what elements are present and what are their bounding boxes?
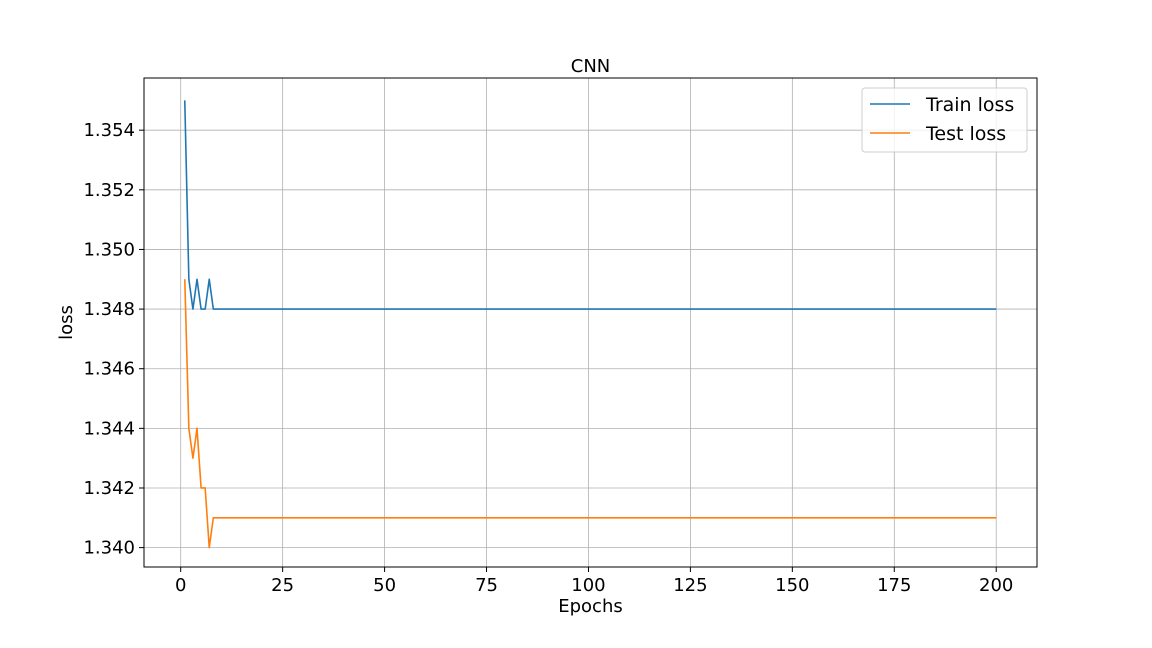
x-axis-ticks: 0 25 50 75 100 125 150 175 200 <box>175 567 1013 596</box>
y-tick-label: 1.352 <box>83 180 135 201</box>
y-tick-label: 1.344 <box>83 418 135 439</box>
x-tick-label: 125 <box>673 575 707 596</box>
chart-title: CNN <box>571 56 611 77</box>
y-axis-title: loss <box>56 305 77 340</box>
x-tick-label: 200 <box>979 575 1013 596</box>
x-tick-label: 0 <box>175 575 186 596</box>
legend-label-train-loss: Train loss <box>925 94 1014 116</box>
x-tick-label: 150 <box>775 575 809 596</box>
y-tick-label: 1.350 <box>83 239 135 260</box>
x-axis-title: Epochs <box>558 596 623 617</box>
x-tick-label: 175 <box>877 575 911 596</box>
plot-frame <box>143 77 1038 568</box>
x-tick-label: 75 <box>475 575 498 596</box>
series-line-train-loss <box>183 100 997 310</box>
legend: Train loss Test loss <box>861 87 1028 153</box>
series-lines <box>183 100 997 549</box>
legend-label-test-loss: Test loss <box>925 123 1006 145</box>
y-tick-label: 1.354 <box>83 120 135 141</box>
y-tick-label: 1.342 <box>83 478 135 499</box>
y-tick-label: 1.340 <box>83 538 135 559</box>
series-line-test-loss <box>183 279 997 549</box>
x-tick-label: 25 <box>271 575 294 596</box>
x-tick-label: 50 <box>373 575 396 596</box>
y-tick-label: 1.346 <box>83 359 135 380</box>
y-axis-ticks: 1.340 1.342 1.344 1.346 1.348 1.350 1.352 1.354 <box>83 120 144 559</box>
x-tick-label: 100 <box>571 575 605 596</box>
y-tick-label: 1.348 <box>83 299 135 320</box>
